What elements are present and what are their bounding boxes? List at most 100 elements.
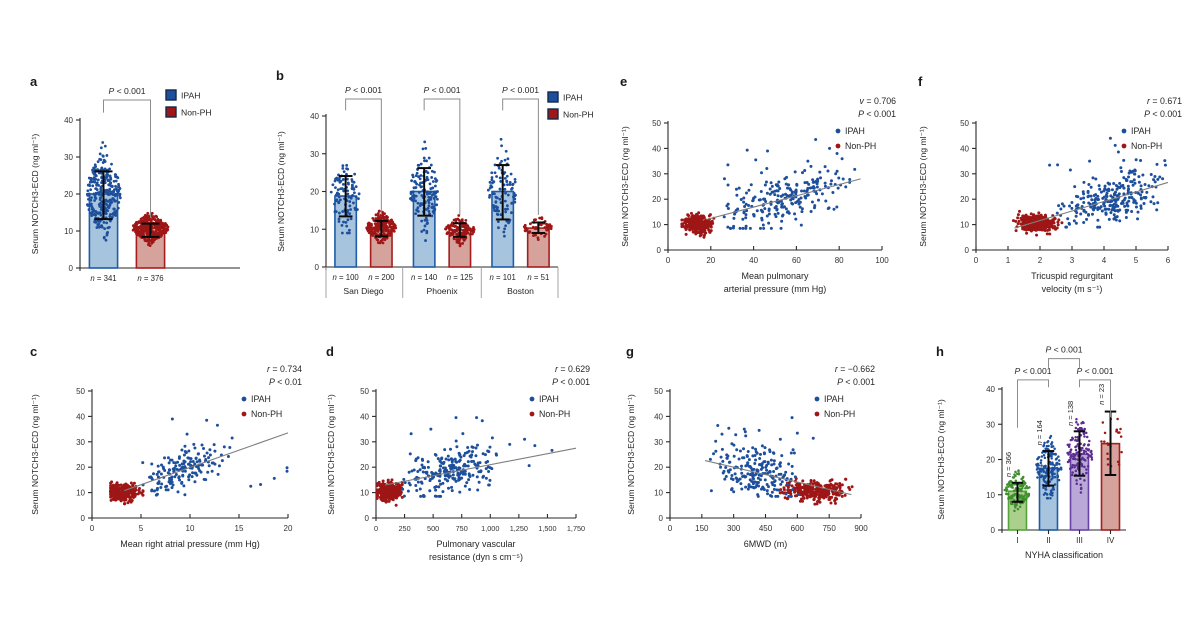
svg-text:0: 0 (81, 514, 86, 523)
svg-text:30: 30 (960, 170, 969, 179)
svg-text:6: 6 (1166, 256, 1171, 265)
svg-text:Non-PH: Non-PH (539, 409, 570, 419)
svg-text:n = 140: n = 140 (411, 273, 438, 282)
svg-text:1,250: 1,250 (510, 524, 528, 533)
panel-g: g 0 10 20 30 40 50 Serum NOTCH3-ECD (ng ml⁻¹) 0… (618, 336, 910, 598)
panel-f-chart: 0 10 20 30 40 50 Serum NOTCH3-ECD (ng ml⁻¹) 0 1 2… (918, 96, 1182, 294)
panel-b-chart: 0 10 20 30 40 Serum NOTCH3-ECD (ng ml⁻¹) n = 1… (276, 85, 594, 298)
svg-text:500: 500 (427, 524, 439, 533)
svg-text:Serum NOTCH3-ECD (ng ml⁻¹): Serum NOTCH3-ECD (ng ml⁻¹) (30, 394, 40, 515)
svg-text:Serum NOTCH3-ECD (ng ml⁻¹): Serum NOTCH3-ECD (ng ml⁻¹) (276, 131, 286, 252)
panel-g-label: g (626, 344, 634, 359)
svg-text:5: 5 (139, 524, 144, 533)
svg-text:40: 40 (986, 385, 995, 394)
svg-text:San Diego: San Diego (343, 286, 383, 296)
svg-text:Mean pulmonary: Mean pulmonary (741, 271, 809, 281)
svg-text:750: 750 (456, 524, 468, 533)
svg-text:0: 0 (657, 246, 662, 255)
panel-c-chart: 0 10 20 30 40 50 Serum NOTCH3-ECD (ng ml⁻¹) 0 5 1… (30, 364, 302, 549)
svg-text:50: 50 (360, 387, 369, 396)
svg-text:r = 0.671: r = 0.671 (1147, 96, 1182, 106)
svg-text:IPAH: IPAH (539, 394, 559, 404)
svg-text:IPAH: IPAH (1131, 126, 1151, 136)
svg-text:IPAH: IPAH (251, 394, 271, 404)
svg-text:II: II (1046, 536, 1050, 545)
svg-text:Serum NOTCH3-ECD (ng ml⁻¹): Serum NOTCH3-ECD (ng ml⁻¹) (326, 394, 336, 515)
svg-text:Serum NOTCH3-ECD (ng ml⁻¹): Serum NOTCH3-ECD (ng ml⁻¹) (620, 126, 630, 247)
svg-text:Boston: Boston (507, 286, 534, 296)
svg-text:Non-PH: Non-PH (563, 110, 594, 120)
svg-text:1,500: 1,500 (538, 524, 556, 533)
svg-text:20: 20 (64, 190, 73, 199)
svg-text:0: 0 (374, 524, 378, 533)
svg-text:IPAH: IPAH (845, 126, 865, 136)
svg-text:40: 40 (654, 412, 663, 421)
svg-text:5: 5 (1134, 256, 1139, 265)
svg-text:IPAH: IPAH (181, 91, 200, 101)
svg-text:30: 30 (76, 438, 85, 447)
svg-text:0: 0 (315, 263, 320, 272)
svg-text:3: 3 (1070, 256, 1075, 265)
svg-text:Phoenix: Phoenix (426, 286, 458, 296)
svg-text:30: 30 (360, 438, 369, 447)
svg-text:20: 20 (284, 524, 293, 533)
svg-text:Serum NOTCH3-ECD (ng ml⁻¹): Serum NOTCH3-ECD (ng ml⁻¹) (626, 394, 636, 515)
panel-b: b 0 10 20 30 40 Serum NOTCH3-ECD (ng ml⁻¹) n =… (268, 60, 606, 336)
svg-text:n = 101: n = 101 (490, 273, 516, 282)
svg-text:40: 40 (960, 144, 969, 153)
svg-text:1,750: 1,750 (567, 524, 585, 533)
svg-text:Non-PH: Non-PH (251, 409, 282, 419)
panel-d: d 0 10 20 30 40 50 Serum NOTCH3-ECD (ng ml⁻¹) 0… (318, 336, 618, 608)
svg-text:30: 30 (652, 170, 661, 179)
svg-text:300: 300 (727, 524, 741, 533)
svg-text:r = −0.662: r = −0.662 (835, 364, 875, 374)
svg-text:0: 0 (69, 264, 74, 273)
svg-text:10: 10 (64, 227, 73, 236)
svg-text:50: 50 (960, 119, 969, 128)
panel-e-label: e (620, 74, 628, 89)
svg-text:Tricuspid regurgitant: Tricuspid regurgitant (1031, 271, 1113, 281)
svg-text:Non-PH: Non-PH (1131, 141, 1162, 151)
svg-text:20: 20 (960, 195, 969, 204)
svg-text:1,000: 1,000 (481, 524, 499, 533)
svg-text:250: 250 (398, 524, 410, 533)
svg-text:Serum NOTCH3-ECD (ng ml⁻¹): Serum NOTCH3-ECD (ng ml⁻¹) (918, 126, 928, 247)
svg-text:Mean right atrial pressure (mm: Mean right atrial pressure (mm Hg) (120, 539, 260, 549)
svg-text:P < 0.001: P < 0.001 (552, 377, 590, 387)
svg-text:40: 40 (652, 144, 661, 153)
svg-text:10: 10 (960, 221, 969, 230)
svg-text:40: 40 (749, 256, 758, 265)
svg-text:4: 4 (1102, 256, 1107, 265)
svg-text:P < 0.001: P < 0.001 (1076, 366, 1113, 376)
panel-a: a 0 10 20 30 40 Serum NOTCH3-ECD (ng ml⁻¹) n =… (22, 66, 274, 328)
svg-text:IPAH: IPAH (824, 394, 844, 404)
svg-text:IPAH: IPAH (563, 93, 582, 103)
svg-text:80: 80 (835, 256, 844, 265)
svg-text:n = 200: n = 200 (368, 273, 395, 282)
panel-h: h 0 10 20 30 40 Serum NOTCH3-ECD (ng ml⁻¹) n =… (928, 336, 1190, 614)
svg-text:n = 100: n = 100 (333, 273, 360, 282)
svg-text:arterial pressure (mm Hg): arterial pressure (mm Hg) (724, 284, 827, 294)
svg-text:n = 164: n = 164 (1035, 420, 1044, 445)
svg-text:Non-PH: Non-PH (824, 409, 855, 419)
panel-f: f 0 10 20 30 40 50 Serum NOTCH3-ECD (ng ml⁻¹) 0… (910, 66, 1200, 328)
svg-text:n = 341: n = 341 (90, 274, 116, 283)
svg-text:P < 0.01: P < 0.01 (269, 377, 302, 387)
svg-text:resistance (dyn s cm⁻⁵): resistance (dyn s cm⁻⁵) (429, 552, 523, 562)
svg-text:P < 0.001: P < 0.001 (502, 85, 539, 95)
svg-text:30: 30 (986, 420, 995, 429)
svg-text:30: 30 (64, 153, 73, 162)
svg-text:30: 30 (654, 438, 663, 447)
svg-text:r = 0.734: r = 0.734 (267, 364, 302, 374)
svg-text:15: 15 (235, 524, 244, 533)
svg-text:10: 10 (76, 489, 85, 498)
svg-text:n = 366: n = 366 (1004, 452, 1013, 477)
svg-text:50: 50 (652, 119, 661, 128)
svg-text:40: 40 (64, 116, 73, 125)
panel-d-label: d (326, 344, 334, 359)
svg-text:P < 0.001: P < 0.001 (837, 377, 875, 387)
svg-text:v = 0.706: v = 0.706 (860, 96, 897, 106)
svg-text:40: 40 (360, 412, 369, 421)
panel-e-chart: 0 10 20 30 40 50 Serum NOTCH3-ECD (ng ml⁻¹) 0 20… (620, 96, 897, 294)
panel-c: c 0 10 20 30 40 50 Serum NOTCH3-ECD (ng ml⁻¹) 0… (22, 336, 314, 598)
